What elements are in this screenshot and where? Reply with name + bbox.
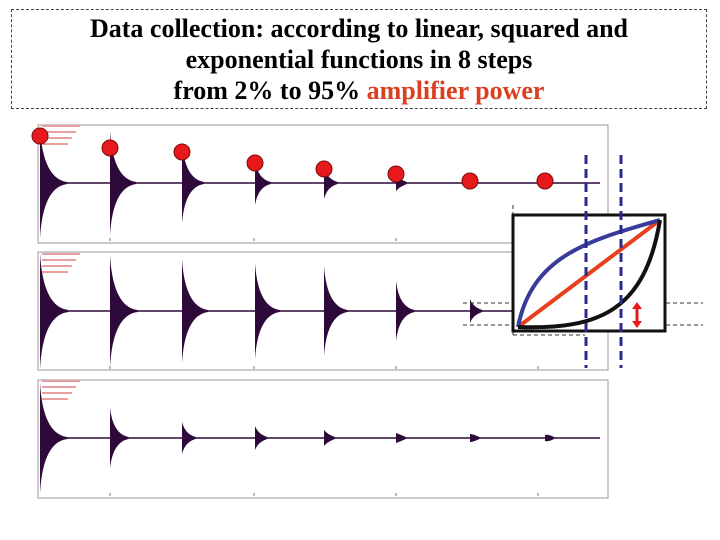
decay-peak <box>40 253 69 369</box>
step-marker <box>246 154 264 172</box>
panel-header-line <box>42 265 72 267</box>
inset-plot <box>511 213 667 333</box>
panel-headers <box>42 125 80 400</box>
title-line-1: Data collection: according to linear, sq… <box>89 14 629 43</box>
title-accent: amplifier power <box>366 76 545 105</box>
panel-header-line <box>42 253 80 255</box>
decay-peak <box>40 383 68 493</box>
panel-header-line <box>42 125 80 127</box>
squared-curve <box>516 218 661 328</box>
panel-header-line <box>42 398 68 400</box>
decay-peak <box>255 263 280 359</box>
linear-curve <box>516 218 662 329</box>
title-line-2: exponential functions in 8 steps <box>185 45 533 74</box>
step-marker <box>31 127 49 145</box>
signal-traces <box>40 128 600 496</box>
panel-header-line <box>42 392 72 394</box>
vertical-guides <box>584 155 623 368</box>
decay-peak <box>396 281 415 341</box>
step-markers <box>31 127 554 190</box>
double-arrow-icon <box>632 302 642 328</box>
decay-peak <box>110 131 137 235</box>
exponential-curve <box>517 219 662 330</box>
step-marker <box>461 172 479 190</box>
step-marker <box>387 165 405 183</box>
decay-peak <box>40 128 68 238</box>
step-marker <box>173 143 191 161</box>
panel-3-frame <box>37 379 609 499</box>
panel-header-line <box>42 271 68 273</box>
decay-peak <box>324 430 335 446</box>
panel-header-line <box>42 386 76 388</box>
decay-peak <box>470 299 483 323</box>
step-marker <box>315 160 333 178</box>
decay-peak <box>110 408 129 468</box>
panel-header-line <box>42 380 80 382</box>
decay-peak <box>396 433 406 443</box>
decay-peak <box>182 422 196 454</box>
title-line-3-prefix: from 2% to 95% <box>173 76 367 105</box>
step-marker <box>101 139 119 157</box>
step-marker <box>536 172 554 190</box>
decay-peak <box>255 426 268 450</box>
decay-peak <box>110 255 138 367</box>
decay-peak <box>470 434 480 442</box>
panel-header-line <box>42 143 68 145</box>
decay-peak <box>324 266 348 356</box>
title-box: Data collection: according to linear, sq… <box>11 9 707 109</box>
panel-header-line <box>42 259 76 261</box>
panel-header-line <box>42 131 76 133</box>
decay-peak <box>255 161 271 205</box>
decay-peak <box>182 143 204 223</box>
decay-peak <box>182 259 209 363</box>
title-line-3: from 2% to 95% amplifier power <box>12 75 706 106</box>
decay-peak <box>545 434 555 442</box>
panel-header-line <box>42 137 72 139</box>
